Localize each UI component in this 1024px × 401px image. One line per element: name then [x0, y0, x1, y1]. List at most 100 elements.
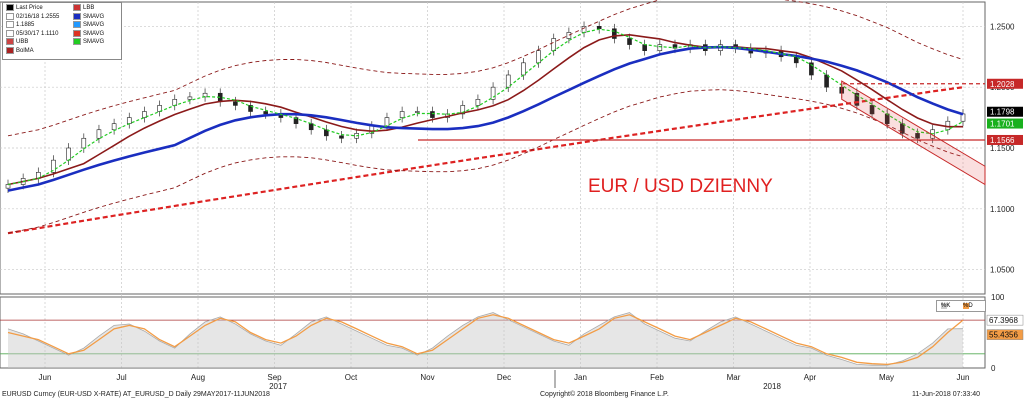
legend-entry: 05/30/17 1.1110 [6, 29, 59, 38]
price-tag-box [987, 118, 1023, 129]
candle-body [475, 99, 481, 106]
legend-entry: 1.1885 [6, 21, 34, 29]
candle-body [642, 44, 647, 51]
candle-body [66, 147, 71, 161]
candle-body [96, 129, 102, 139]
x-axis: Jun Jul Aug Sep Oct Nov Dec Jan Feb Mar Apr May Jun 2… [39, 370, 969, 391]
legend-label: 05/30/17 1.1110 [16, 30, 59, 37]
candle-body [536, 50, 541, 64]
candle-body [5, 184, 11, 189]
price-tag-label: 1.1566 [990, 136, 1015, 145]
oscillator-tag-box [986, 314, 1024, 326]
candle-body [308, 123, 314, 131]
candle-body [551, 38, 557, 51]
price-tag-box [987, 106, 1023, 117]
legend-label: SMAVG [83, 39, 105, 46]
price-legend: Last Price 02/16/18 1.2555 1.1885 05/30/17 … [2, 2, 122, 60]
month-tick-label: Apr [804, 373, 817, 382]
candle-body [596, 26, 602, 30]
oscillator-tag-label: 67.3968 [989, 316, 1018, 325]
month-tick-label: Aug [191, 373, 205, 382]
month-tick-label: Nov [420, 373, 434, 382]
legend-label: SMAVG [83, 22, 105, 29]
candle-body [566, 32, 572, 39]
candle-body [809, 62, 814, 76]
candle-body [384, 117, 390, 127]
year-tick-label: 2017 [269, 382, 287, 391]
price-tag-box [987, 134, 1023, 145]
legend-entry: SMAVG [73, 38, 104, 46]
month-tick-label: Sep [267, 373, 282, 382]
month-tick-label: Dec [497, 373, 511, 382]
candle-body [339, 135, 344, 139]
legend-label: Last Price [16, 5, 43, 12]
legend-label: 1.1885 [16, 22, 35, 29]
candle-body [263, 111, 268, 115]
candle-body [414, 111, 420, 113]
candle-body [81, 137, 87, 149]
candle-body [915, 133, 920, 139]
footer-right: 11-Jun-2018 07:33:40 [912, 391, 980, 398]
upper-bollinger-band [7, 0, 964, 137]
legend-swatch [73, 12, 81, 20]
legend-label: LBB [83, 5, 95, 12]
candle-body [505, 74, 511, 88]
candle-body [612, 28, 617, 39]
oscillator-legend: %K %D [936, 300, 986, 312]
candle-body [233, 101, 238, 106]
candle-body [627, 38, 632, 45]
candle-body [142, 111, 147, 118]
legend-label: SMAVG [83, 30, 105, 37]
candle-body [248, 105, 253, 112]
price-tag-box [987, 78, 1023, 89]
candle-body [490, 86, 496, 100]
percent-k-line [7, 312, 964, 366]
month-tick-label: Jun [39, 373, 52, 382]
legend-swatch [6, 4, 14, 11]
price-tick-label: 1.1500 [990, 144, 1015, 153]
legend-entry: SMAVG [73, 12, 105, 21]
legend-swatch [73, 29, 81, 37]
legend-swatch [6, 12, 14, 20]
oscillator-tick-label: 0 [991, 364, 996, 373]
candle-body [945, 120, 951, 131]
legend-swatch [6, 38, 14, 45]
legend-swatch [6, 46, 14, 54]
legend-entry: UBB [6, 38, 28, 46]
candle-body [324, 129, 329, 137]
legend-swatch [6, 21, 14, 28]
legend-entry: LBB [73, 4, 94, 12]
price-tick-label: 1.2500 [990, 22, 1015, 31]
legend-entry: 02/16/18 1.2555 [6, 12, 60, 21]
month-tick-label: Oct [345, 373, 358, 382]
legend-entry: SMAVG [73, 29, 105, 38]
price-tick-label: 1.1000 [990, 205, 1015, 214]
medium-sma-line [7, 45, 964, 192]
legend-label: 02/16/18 1.2555 [16, 13, 60, 20]
month-tick-label: Jan [574, 373, 587, 382]
legend-label: SMAVG [83, 13, 105, 20]
legend-swatch [73, 4, 81, 11]
legend-entry: SMAVG [73, 21, 104, 29]
candle-body [854, 92, 860, 106]
candle-body [460, 105, 466, 115]
price-tag-label: 1.1701 [990, 120, 1015, 129]
candle-body [51, 159, 56, 173]
oscillator-legend-label: %K [941, 303, 951, 309]
year-tick-label: 2018 [763, 382, 781, 391]
oscillator-tag-label: 55.4356 [989, 331, 1018, 340]
oscillator-tick-label: 100 [991, 293, 1005, 302]
candle-body [657, 44, 663, 51]
oscillator-panel-frame [0, 296, 986, 369]
legend-swatch [6, 29, 14, 37]
legend-label: BolMA [16, 47, 34, 54]
candle-body [187, 96, 193, 100]
price-tag-label: 1.1798 [990, 108, 1015, 117]
bollinger-mid-line [7, 33, 963, 186]
candle-body [399, 111, 405, 118]
trend-channel [841, 80, 986, 186]
legend-entry: Last Price [6, 4, 43, 12]
candle-body [581, 26, 587, 33]
candle-body [521, 62, 526, 76]
